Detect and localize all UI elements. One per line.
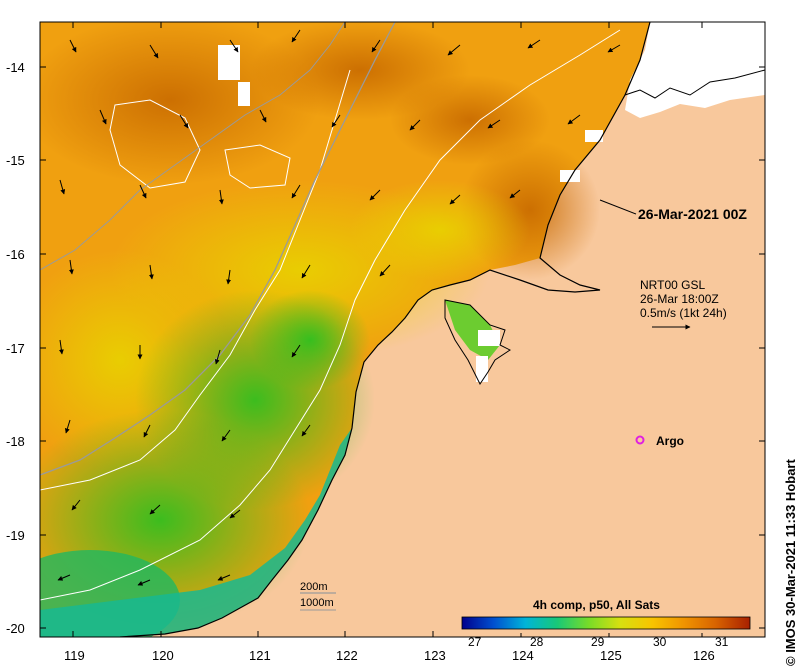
colorbar-tick-label: 27 [468, 635, 482, 649]
cloud-cover [478, 330, 500, 346]
lat-tick-label: -14 [6, 60, 25, 75]
lat-tick-label: -17 [6, 341, 25, 356]
lat-tick-label: -19 [6, 528, 25, 543]
lat-tick-label: -16 [6, 247, 25, 262]
colorbar-tick-label: 31 [715, 635, 729, 649]
coastline [444, 299, 511, 385]
colorbar-tick-label: 29 [591, 635, 605, 649]
lon-tick-label: 119 [64, 648, 85, 663]
warm-patch [40, 22, 320, 185]
cloud-cover [585, 130, 603, 142]
argo-float-marker [635, 435, 645, 445]
cloud-cover [218, 45, 240, 80]
lon-tick-label: 120 [152, 648, 174, 663]
composite-time-pointer [599, 199, 637, 215]
colorbar [461, 616, 751, 630]
isotherm-contour [40, 69, 351, 491]
warm-patch [390, 75, 550, 165]
lon-tick-label: 124 [512, 648, 534, 663]
colorbar-tick-label: 30 [653, 635, 667, 649]
isotherm-contour [109, 99, 201, 189]
contour-1000m-label: 1000m [300, 597, 334, 609]
bathymetry-200m [40, 22, 396, 476]
coastline [119, 22, 651, 637]
coastal-cool-strip [40, 428, 352, 637]
contour-200m-label: 200m [300, 581, 328, 593]
cloud-cover [238, 82, 250, 106]
lon-tick-label: 121 [249, 648, 271, 663]
lon-tick-label: 125 [600, 648, 622, 663]
isotherm-contour [224, 144, 291, 189]
lat-tick-label: -18 [6, 434, 25, 449]
cloud-cover [625, 22, 765, 118]
composite-time-label: 26-Mar-2021 00Z [638, 206, 747, 222]
lat-tick-label: -20 [6, 621, 25, 636]
cloud-cover [476, 356, 488, 382]
plot-frame [39, 21, 766, 638]
current-scale-label: 0.5m/s (1kt 24h) [640, 306, 727, 320]
yellow-band [350, 180, 530, 280]
argo-label: Argo [656, 434, 684, 448]
lat-axis [40, 66, 765, 629]
cool-water [250, 290, 370, 390]
lon-tick-label: 126 [693, 648, 715, 663]
lon-tick-label: 122 [336, 648, 358, 663]
current-source-label: NRT00 GSL [640, 278, 705, 292]
isotherm-contour [40, 29, 621, 601]
cloud-cover [560, 170, 580, 182]
colorbar-title: 4h comp, p50, All Sats [533, 598, 660, 612]
current-vectors [57, 29, 621, 586]
colorbar-tick-label: 28 [530, 635, 544, 649]
bathymetry-1000m [40, 22, 346, 271]
current-time-label: 26-Mar 18:00Z [640, 292, 719, 306]
lon-tick-label: 123 [424, 648, 446, 663]
lat-tick-label: -15 [6, 153, 25, 168]
imos-credit: © IMOS 30-Mar-2021 11:33 Hobart [783, 459, 798, 666]
coastline [624, 69, 765, 99]
